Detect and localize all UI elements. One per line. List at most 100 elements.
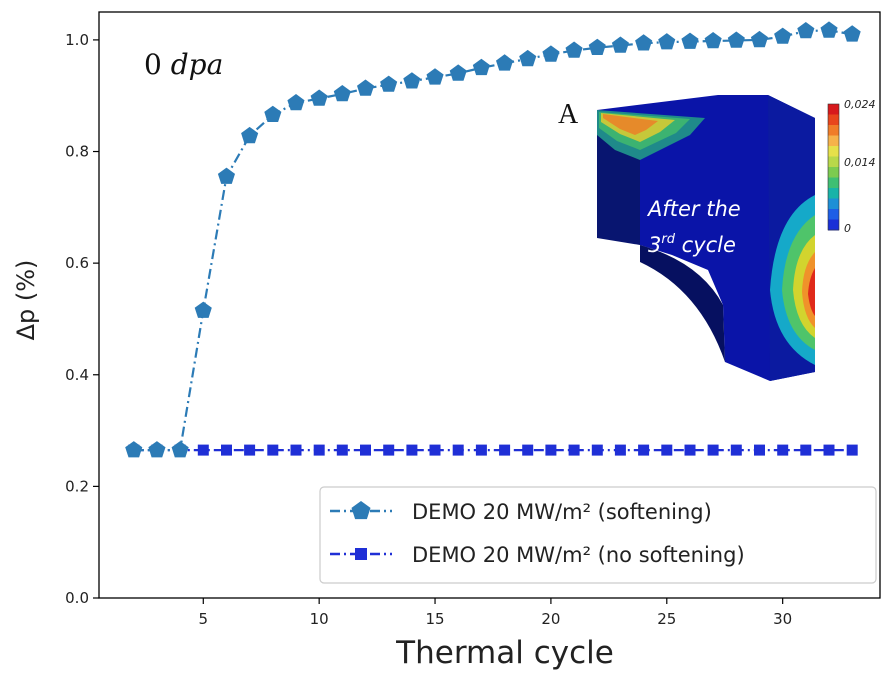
data-point-no-softening — [383, 444, 395, 456]
data-point-softening — [357, 79, 375, 96]
colorbar-segment — [828, 135, 839, 147]
data-point-softening — [472, 58, 490, 76]
data-point-softening — [171, 441, 189, 458]
data-point-softening — [287, 94, 305, 111]
legend-marker-softening — [351, 501, 371, 520]
y-axis: 0.0 0.2 0.4 0.6 0.8 1.0 — [65, 31, 99, 607]
colorbar: 0,024 0,014 0 — [827, 98, 876, 235]
inset-caption-line2: 3rd cycle — [648, 232, 736, 257]
data-point-no-softening — [221, 444, 232, 456]
legend: DEMO 20 MW/m² (softening) DEMO 20 MW/m² … — [319, 486, 877, 584]
colorbar-segment — [828, 156, 839, 168]
data-point-no-softening — [522, 444, 534, 456]
data-point-softening — [774, 27, 792, 44]
y-tick-label: 0.8 — [65, 143, 89, 161]
data-point-softening — [820, 21, 838, 38]
data-point-no-softening — [452, 444, 464, 456]
colorbar-label: 0 — [844, 222, 851, 235]
legend-label-no-softening: DEMO 20 MW/m² (no softening) — [412, 543, 745, 567]
data-point-softening — [496, 54, 514, 71]
inset-fem-image: A After the 3rd cycle 0,024 0,014 0 — [558, 95, 876, 381]
data-point-softening — [449, 64, 467, 81]
data-point-softening — [635, 34, 653, 51]
data-point-softening — [704, 32, 722, 49]
data-point-softening — [565, 41, 583, 58]
data-point-no-softening — [707, 444, 719, 456]
data-point-softening — [542, 45, 560, 62]
data-point-softening — [125, 441, 143, 458]
data-point-softening — [843, 25, 861, 42]
data-point-no-softening — [777, 444, 789, 456]
inset-block — [597, 95, 815, 381]
data-point-softening — [588, 38, 606, 55]
data-point-no-softening — [800, 444, 812, 456]
data-point-no-softening — [360, 444, 371, 456]
colorbar-frame — [827, 103, 840, 231]
data-point-softening — [403, 72, 421, 89]
data-point-softening — [264, 105, 282, 122]
data-point-no-softening — [591, 444, 603, 456]
data-point-softening — [194, 301, 212, 318]
data-point-no-softening — [475, 444, 487, 456]
data-point-softening — [333, 85, 351, 102]
data-point-no-softening — [638, 444, 650, 456]
legend-marker-no-softening — [355, 548, 367, 560]
data-point-softening — [217, 167, 235, 184]
data-point-softening — [519, 49, 537, 67]
data-point-no-softening — [429, 444, 441, 456]
colorbar-segment — [828, 167, 839, 178]
colorbar-label: 0,014 — [844, 156, 876, 169]
data-point-no-softening — [545, 444, 557, 456]
data-point-no-softening — [568, 444, 580, 456]
data-point-no-softening — [406, 444, 418, 456]
x-tick-label: 5 — [199, 610, 209, 628]
inset-caption-line1: After the — [646, 197, 741, 221]
x-axis: 5 10 15 20 25 30 — [199, 598, 792, 628]
data-point-softening — [148, 441, 166, 458]
dpa-annotation: 0 dpa — [144, 48, 223, 81]
series-layer — [125, 21, 861, 458]
x-tick-label: 10 — [310, 610, 329, 628]
data-point-no-softening — [290, 444, 302, 456]
data-point-no-softening — [244, 444, 256, 456]
inset-fillet-face — [640, 245, 725, 362]
x-tick-label: 30 — [773, 610, 792, 628]
colorbar-label: 0,024 — [844, 98, 876, 111]
y-tick-label: 0.0 — [65, 589, 89, 607]
plot-frame — [98, 11, 881, 599]
data-point-no-softening — [197, 444, 209, 456]
data-point-softening — [681, 32, 699, 49]
y-tick-label: 0.2 — [65, 477, 89, 495]
data-point-no-softening — [846, 444, 858, 456]
y-tick-label: 0.6 — [65, 254, 89, 272]
legend-label-softening: DEMO 20 MW/m² (softening) — [412, 500, 712, 524]
colorbar-segment — [828, 209, 839, 220]
colorbar-segment — [828, 188, 839, 199]
data-point-no-softening — [754, 444, 765, 456]
legend-entry-softening: DEMO 20 MW/m² (softening) — [330, 500, 712, 524]
data-point-softening — [611, 36, 629, 53]
data-point-softening — [750, 30, 768, 48]
colorbar-segment — [828, 198, 839, 210]
data-point-no-softening — [823, 444, 835, 456]
data-point-no-softening — [313, 444, 325, 456]
x-tick-label: 15 — [425, 610, 444, 628]
inset-hotspot-right — [770, 195, 815, 365]
data-point-no-softening — [499, 444, 511, 456]
colorbar-segment — [828, 219, 839, 231]
colorbar-segment — [828, 125, 839, 136]
data-point-no-softening — [661, 444, 673, 456]
y-axis-label: Δp (%) — [12, 260, 40, 341]
data-point-softening — [797, 22, 815, 39]
y-tick-label: 0.4 — [65, 366, 89, 384]
y-tick-label: 1.0 — [65, 31, 89, 49]
colorbar-segment — [828, 177, 839, 189]
colorbar-segment — [828, 146, 839, 157]
x-tick-label: 25 — [657, 610, 676, 628]
data-point-softening — [310, 89, 328, 106]
colorbar-segment — [828, 114, 839, 126]
legend-entry-no-softening: DEMO 20 MW/m² (no softening) — [330, 543, 745, 567]
data-point-softening — [426, 68, 444, 85]
data-point-softening — [658, 33, 676, 50]
